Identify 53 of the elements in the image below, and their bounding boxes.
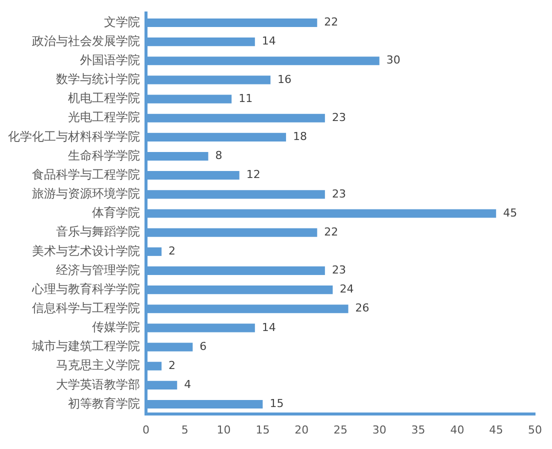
y-tick-label: 体育学院 [92,206,140,220]
data-label: 26 [355,302,370,315]
data-label: 23 [332,110,346,124]
y-tick-label: 旅游与资源环境学院 [32,186,140,201]
y-tick-label: 音乐与舞蹈学院 [56,224,140,239]
x-tick-label: 15 [256,423,270,436]
data-label: 23 [332,264,346,277]
data-label: 16 [277,72,292,86]
y-tick-label: 数学与统计学院 [56,72,140,86]
data-label: 15 [270,397,284,410]
data-label: 14 [262,34,276,48]
y-tick-label: 美术与艺术设计学院 [32,244,140,258]
y-tick-label: 马克思主义学院 [56,358,140,372]
y-tick-label: 化学化工与材料科学学院 [8,129,140,144]
y-tick-label: 食品科学与工程学院 [32,167,140,182]
y-tick-label: 传媒学院 [92,320,140,334]
y-tick-label: 政治与社会发展学院 [32,34,140,48]
y-tick-label: 初等教育学院 [68,396,140,410]
y-tick-label: 生命科学学院 [68,148,140,162]
data-label: 23 [332,187,346,200]
x-tick-label: 35 [411,423,426,436]
x-tick-label: 5 [181,423,188,436]
y-tick-label: 城市与建筑工程学院 [31,339,140,354]
y-tick-label: 光电工程学院 [68,110,140,124]
y-tick-label: 外国语学院 [80,53,140,68]
data-label: 22 [324,16,338,29]
data-label: 22 [324,225,338,238]
y-tick-label: 机电工程学院 [68,91,140,106]
data-label: 12 [246,168,260,182]
y-tick-label: 心理与教育科学学院 [31,282,140,296]
data-label: 2 [168,358,176,372]
x-tick-label: 20 [294,423,309,436]
data-label: 45 [503,206,518,220]
y-tick-label: 经济与管理学院 [56,262,140,277]
data-label: 4 [184,378,192,392]
y-tick-label: 信息科学与工程学院 [32,301,140,316]
x-tick-label: 40 [450,423,464,436]
x-tick-label: 45 [489,423,504,436]
data-label: 24 [340,282,354,296]
y-tick-label: 文学院 [104,14,140,29]
data-label: 14 [262,320,276,334]
x-tick-label: 50 [528,423,542,436]
x-tick-label: 10 [216,423,231,436]
x-tick-label: 30 [372,423,386,436]
data-label: 18 [293,130,308,144]
x-tick-label: 25 [334,423,348,436]
data-label: 11 [238,92,253,105]
y-tick-label: 大学英语教学部 [56,377,140,392]
data-label: 6 [200,340,207,353]
x-tick-label: 0 [142,423,150,436]
data-label: 2 [168,244,176,258]
data-label: 8 [215,149,222,162]
data-label: 30 [386,54,400,67]
